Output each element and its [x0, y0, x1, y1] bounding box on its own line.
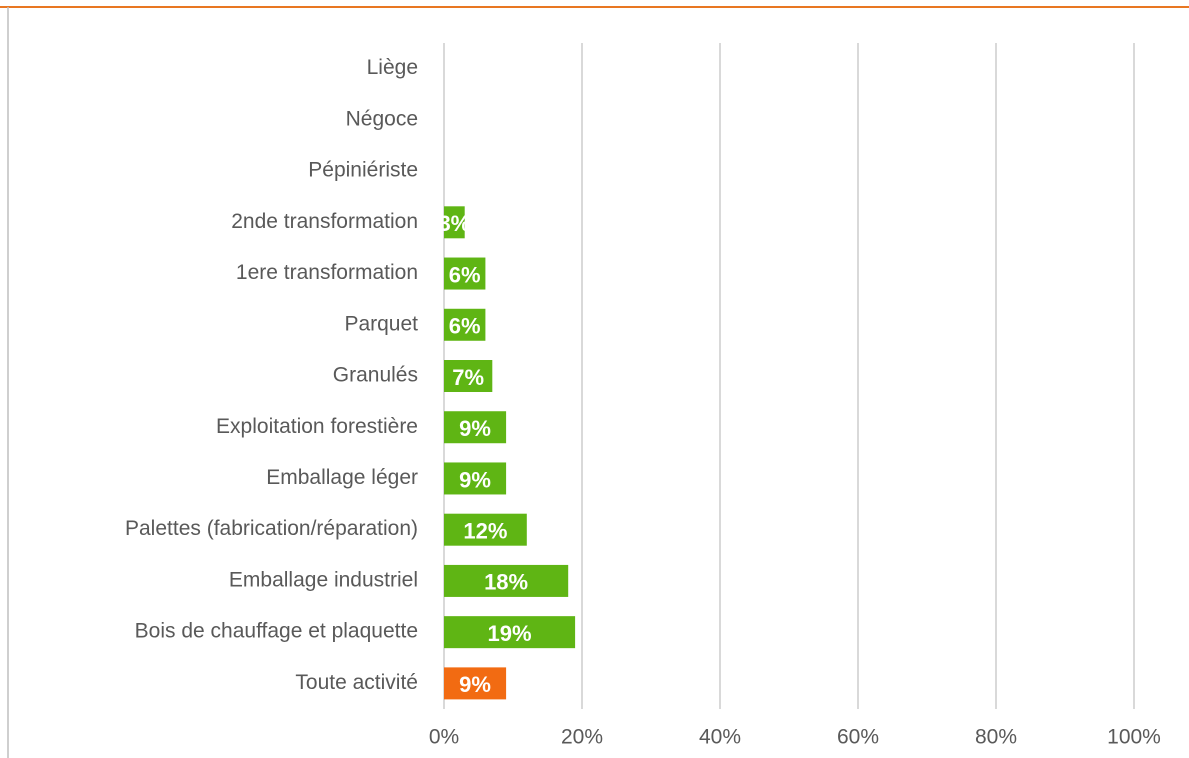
value-label: 9% [459, 416, 491, 441]
y-tick-label: Bois de chauffage et plaquette [135, 620, 418, 643]
bar [444, 411, 507, 444]
bar [444, 360, 493, 392]
x-tick-label: 80% [975, 726, 1017, 749]
y-tick-label: Exploitation forestière [216, 415, 418, 438]
y-tick-label: Granulés [333, 364, 418, 387]
bar [444, 257, 486, 290]
value-label: 6% [449, 262, 481, 287]
value-label: 12% [463, 519, 507, 544]
bar [444, 667, 507, 700]
value-label: 3% [438, 211, 470, 236]
y-tick-label: Emballage léger [266, 466, 418, 489]
y-tick-label: Palettes (fabrication/réparation) [125, 517, 418, 540]
value-label: 9% [459, 672, 491, 697]
value-label: 19% [488, 621, 532, 646]
value-label: 6% [449, 314, 481, 339]
value-label: 9% [459, 467, 491, 492]
bar [444, 513, 527, 546]
y-tick-label: Parquet [344, 312, 418, 335]
y-tick-label: Liège [367, 56, 418, 79]
y-tick-label: Négoce [346, 107, 418, 130]
x-tick-label: 100% [1107, 726, 1161, 749]
bar [444, 462, 507, 495]
x-tick-label: 60% [837, 726, 879, 749]
bar [444, 308, 486, 341]
y-tick-label: Emballage industriel [229, 568, 418, 591]
bar [444, 564, 569, 597]
x-tick-label: 40% [699, 726, 741, 749]
x-tick-label: 0% [429, 726, 459, 749]
bar [444, 616, 576, 649]
value-label: 7% [452, 365, 484, 390]
y-tick-label: Pépiniériste [308, 159, 418, 182]
bar [444, 206, 465, 239]
y-tick-label: 2nde transformation [231, 210, 418, 233]
x-tick-label: 20% [561, 726, 603, 749]
value-label: 18% [484, 570, 528, 595]
y-tick-label: 1ere transformation [236, 261, 418, 284]
y-tick-label: Toute activité [295, 671, 418, 694]
